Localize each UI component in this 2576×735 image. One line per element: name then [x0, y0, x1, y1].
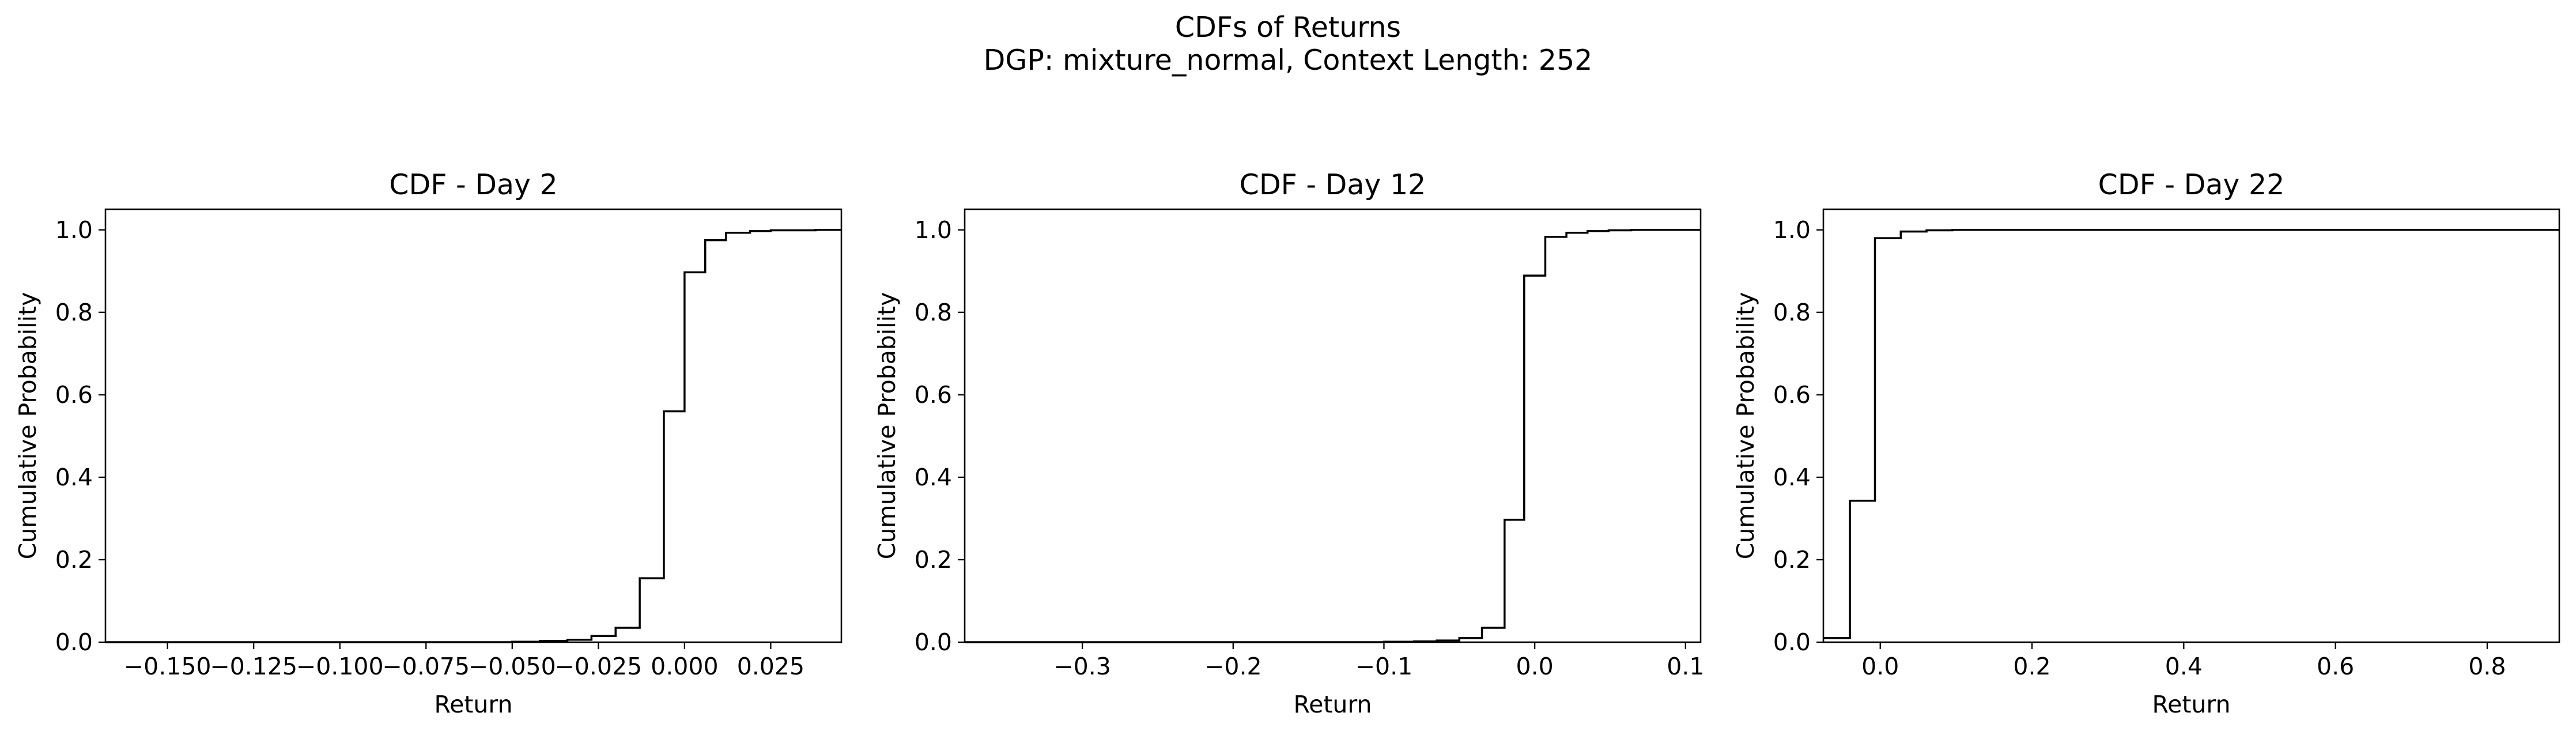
cdf-step-line-0 [105, 229, 841, 643]
subplot-title: CDF - Day 12 [1240, 168, 1426, 201]
x-tick-label: −0.1 [1355, 653, 1413, 680]
y-tick-label: 1.0 [55, 216, 93, 244]
x-tick-label: −0.125 [210, 653, 297, 680]
plot-marks: −0.150−0.125−0.100−0.075−0.050−0.025 0.00… [55, 208, 843, 680]
x-tick-label: −0.025 [554, 653, 642, 680]
y-tick-label: 0.2 [55, 546, 93, 574]
figure-title: CDFs of Returns [1175, 11, 1401, 44]
x-tick-label: 0.0 [1516, 653, 1554, 680]
y-tick-label: 0.0 [55, 628, 93, 656]
axes-frame [1822, 208, 2560, 643]
y-tick-label: 0.2 [1773, 546, 1811, 574]
x-tick-label: 0.0 [1861, 653, 1899, 680]
y-tick-label: 0.4 [915, 463, 952, 491]
x-tick-label: 0.1 [1667, 653, 1704, 680]
figure-subtitle: DGP: mixture_normal, Context Length: 252 [984, 44, 1593, 77]
plot-marks: 0.0 0.2 0.4 0.6 0.8 0.0 0.2 0.4 0.6 0.8 1.0 [1773, 208, 2560, 680]
x-tick-label: 0.4 [2165, 653, 2203, 680]
y-tick-label: 1.0 [1773, 216, 1811, 244]
x-tick-label: −0.050 [469, 653, 556, 680]
y-tick-label: 0.2 [915, 546, 952, 574]
cdf-step-line-0 [965, 229, 1701, 643]
x-tick-label: −0.3 [1053, 653, 1111, 680]
cdf-step-line-0 [1823, 229, 2559, 639]
y-tick-label: 0.8 [1773, 299, 1811, 326]
x-tick-label: 0.8 [2468, 653, 2506, 680]
subplot-day-2: CDF - Day 2 Return Cumulative Probabilit… [14, 168, 843, 718]
subplot-day-22: CDF - Day 22 Return Cumulative Probabili… [1732, 168, 2560, 718]
y-tick-label: 0.0 [915, 628, 952, 656]
y-tick-label: 0.4 [55, 463, 93, 491]
x-tick-label: −0.075 [382, 653, 470, 680]
x-tick-label: 0.000 [651, 653, 718, 680]
x-tick-label: 0.025 [737, 653, 804, 680]
y-axis-label: Cumulative Probability [14, 292, 41, 560]
subplot-title: CDF - Day 22 [2098, 168, 2285, 201]
y-axis-label: Cumulative Probability [1732, 292, 1759, 560]
y-tick-label: 0.6 [1773, 381, 1811, 409]
axes-frame [104, 208, 843, 643]
y-tick-label: 0.6 [55, 381, 93, 409]
y-tick-label: 1.0 [915, 216, 952, 244]
y-tick-label: 0.8 [915, 299, 952, 326]
y-axis-label: Cumulative Probability [873, 292, 901, 560]
x-axis-label: Return [2152, 691, 2230, 718]
x-tick-label: −0.100 [296, 653, 384, 680]
x-tick-label: −0.150 [124, 653, 211, 680]
subplot-day-12: CDF - Day 12 Return Cumulative Probabili… [873, 168, 1704, 718]
x-tick-label: 0.6 [2317, 653, 2354, 680]
y-tick-label: 0.8 [55, 299, 93, 326]
x-axis-label: Return [434, 691, 512, 718]
axes-frame [964, 208, 1702, 643]
y-tick-label: 0.6 [915, 381, 952, 409]
subplot-title: CDF - Day 2 [389, 168, 557, 201]
plot-marks: −0.3 −0.2 −0.1 0.0 0.1 0.0 0.2 0.4 0.6 0.8 1.0 [915, 208, 1704, 680]
x-tick-label: 0.2 [2013, 653, 2050, 680]
y-tick-label: 0.0 [1773, 628, 1811, 656]
y-tick-label: 0.4 [1773, 463, 1811, 491]
x-tick-label: −0.2 [1204, 653, 1262, 680]
x-axis-label: Return [1293, 691, 1372, 718]
